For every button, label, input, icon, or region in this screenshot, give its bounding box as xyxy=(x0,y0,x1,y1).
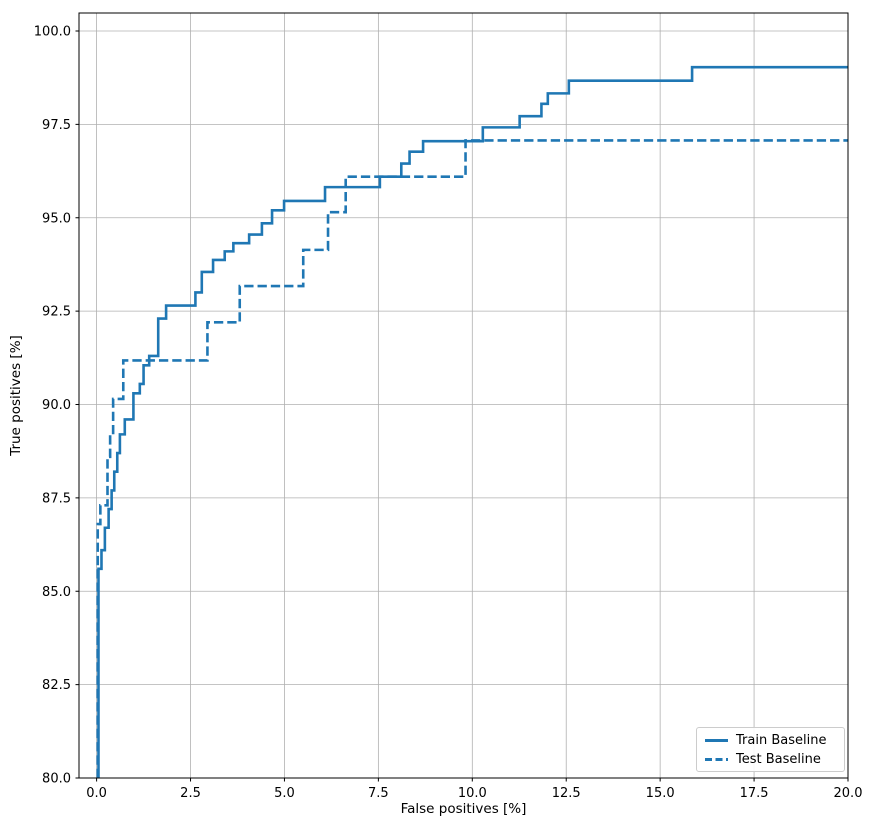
train-baseline-line xyxy=(97,65,848,778)
x-axis-label: False positives [%] xyxy=(400,801,527,817)
x-tick-label: 0.0 xyxy=(86,786,107,801)
legend: Train Baseline Test Baseline xyxy=(696,727,845,772)
y-tick-label: 100.0 xyxy=(34,25,71,40)
y-tick-label: 87.5 xyxy=(42,491,71,506)
x-tick-label: 12.5 xyxy=(552,786,581,801)
x-tick-label: 15.0 xyxy=(646,786,675,801)
y-axis-label: True positives [%] xyxy=(8,335,24,456)
x-tick-label: 7.5 xyxy=(368,786,389,801)
x-tick-label: 10.0 xyxy=(458,786,487,801)
legend-item-test: Test Baseline xyxy=(705,752,836,767)
legend-label-test: Test Baseline xyxy=(736,751,821,767)
x-tick-label: 5.0 xyxy=(274,786,295,801)
x-tick-label: 2.5 xyxy=(180,786,201,801)
x-tick-label: 17.5 xyxy=(740,786,769,801)
test-line-sample xyxy=(705,757,728,761)
y-tick-label: 92.5 xyxy=(42,305,71,320)
legend-item-train: Train Baseline xyxy=(705,733,836,748)
legend-label-train: Train Baseline xyxy=(736,732,827,748)
y-tick-label: 80.0 xyxy=(42,772,71,787)
y-tick-label: 82.5 xyxy=(42,678,71,693)
y-tick-label: 97.5 xyxy=(42,118,71,133)
test-baseline-line xyxy=(96,139,848,778)
train-line-sample xyxy=(705,738,728,742)
y-tick-label: 95.0 xyxy=(42,211,71,226)
x-tick-label: 20.0 xyxy=(834,786,863,801)
axes-spines xyxy=(78,12,849,779)
y-tick-label: 90.0 xyxy=(42,398,71,413)
y-tick-label: 85.0 xyxy=(42,585,71,600)
